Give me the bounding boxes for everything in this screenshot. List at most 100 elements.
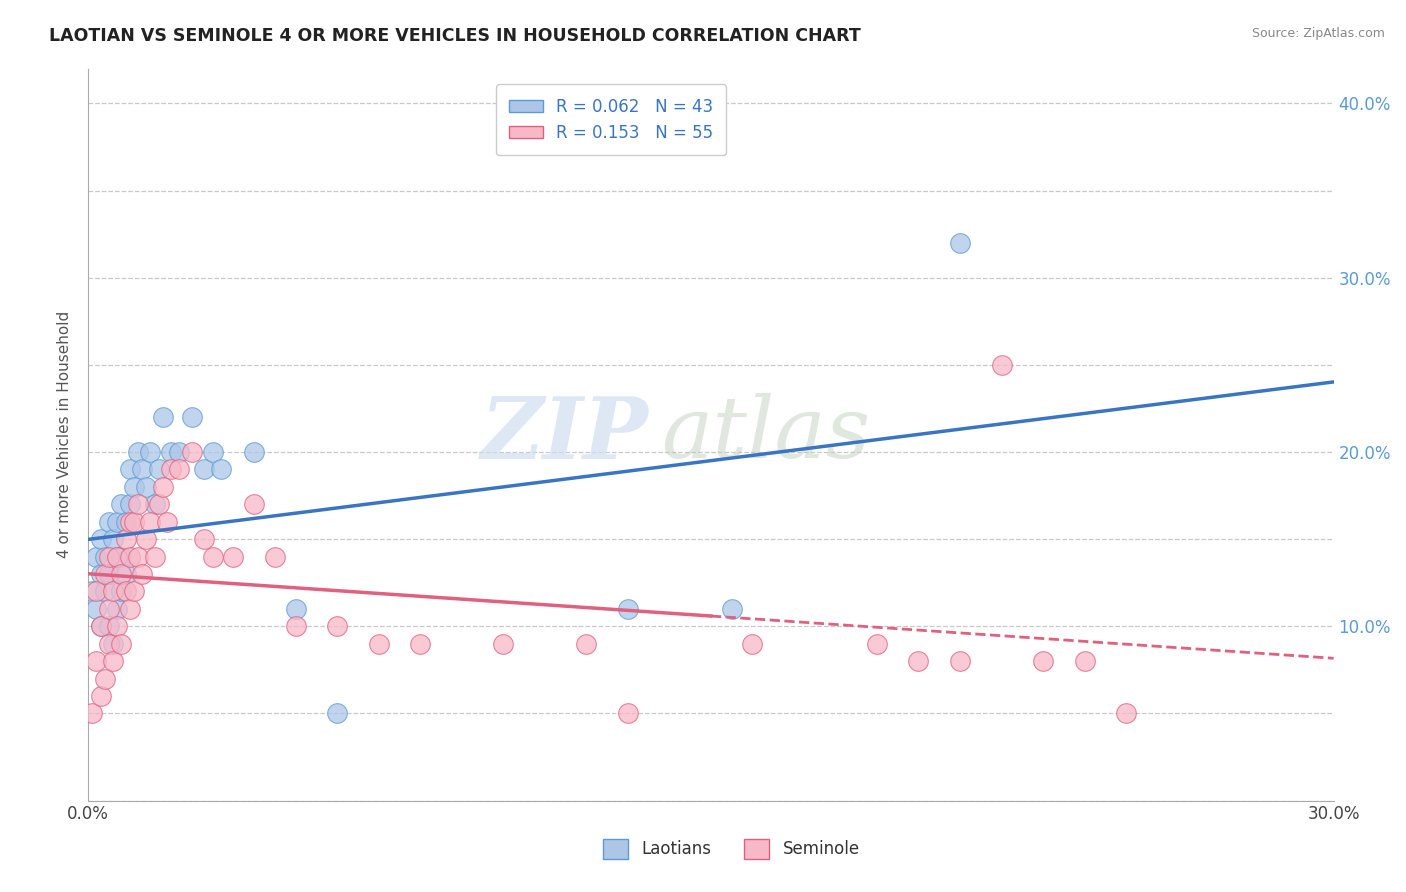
Point [148, 497, 170, 511]
Point [575, 637, 598, 651]
Point [122, 584, 145, 599]
Point [152, 410, 174, 425]
Point [105, 602, 128, 616]
Point [131, 567, 153, 582]
Point [209, 462, 232, 476]
Point [90, 619, 112, 633]
Point [118, 549, 141, 564]
Point [193, 462, 215, 476]
Point [101, 532, 124, 546]
Point [367, 637, 389, 651]
Point [135, 532, 157, 546]
Point [97, 515, 120, 529]
Point [135, 480, 157, 494]
Point [94, 567, 117, 582]
Point [114, 584, 136, 599]
Point [143, 549, 166, 564]
Point [143, 497, 166, 511]
Point [110, 637, 132, 651]
Point [97, 619, 120, 633]
Point [156, 515, 179, 529]
Point [264, 549, 287, 564]
Point [114, 532, 136, 546]
Point [169, 462, 191, 476]
Point [97, 637, 120, 651]
Point [326, 619, 349, 633]
Point [118, 462, 141, 476]
Point [82, 706, 104, 721]
Point [114, 567, 136, 582]
Point [118, 497, 141, 511]
Point [492, 637, 515, 651]
Point [284, 619, 307, 633]
Point [949, 654, 972, 668]
Point [105, 549, 128, 564]
Point [949, 235, 972, 250]
Point [105, 515, 128, 529]
Point [101, 584, 124, 599]
Point [86, 584, 108, 599]
Point [122, 480, 145, 494]
Point [160, 445, 183, 459]
Point [866, 637, 889, 651]
Point [97, 567, 120, 582]
Point [409, 637, 432, 651]
Point [201, 549, 224, 564]
Text: atlas: atlas [661, 393, 870, 476]
Point [181, 410, 204, 425]
Point [907, 654, 929, 668]
Point [169, 445, 191, 459]
Point [243, 445, 266, 459]
Point [110, 584, 132, 599]
Point [326, 706, 349, 721]
Legend: Laotians, Seminole: Laotians, Seminole [596, 832, 866, 866]
Text: ZIP: ZIP [481, 392, 648, 476]
Point [193, 532, 215, 546]
Point [720, 602, 742, 616]
Point [160, 462, 183, 476]
Point [127, 445, 149, 459]
Point [118, 602, 141, 616]
Point [1073, 654, 1095, 668]
Point [97, 602, 120, 616]
Y-axis label: 4 or more Vehicles in Household: 4 or more Vehicles in Household [58, 311, 72, 558]
Point [741, 637, 763, 651]
Point [152, 480, 174, 494]
Point [90, 619, 112, 633]
Point [97, 549, 120, 564]
Point [110, 497, 132, 511]
Point [94, 584, 117, 599]
Point [118, 515, 141, 529]
Point [86, 654, 108, 668]
Point [1032, 654, 1054, 668]
Point [617, 602, 640, 616]
Point [94, 672, 117, 686]
Point [131, 462, 153, 476]
Point [122, 515, 145, 529]
Point [139, 445, 162, 459]
Point [105, 619, 128, 633]
Point [86, 602, 108, 616]
Point [101, 654, 124, 668]
Point [1115, 706, 1137, 721]
Point [127, 549, 149, 564]
Point [127, 497, 149, 511]
Point [86, 549, 108, 564]
Point [617, 706, 640, 721]
Text: LAOTIAN VS SEMINOLE 4 OR MORE VEHICLES IN HOUSEHOLD CORRELATION CHART: LAOTIAN VS SEMINOLE 4 OR MORE VEHICLES I… [49, 27, 860, 45]
Point [90, 689, 112, 703]
Point [90, 532, 112, 546]
Point [110, 567, 132, 582]
Text: Source: ZipAtlas.com: Source: ZipAtlas.com [1251, 27, 1385, 40]
Legend: R = 0.062   N = 43, R = 0.153   N = 55: R = 0.062 N = 43, R = 0.153 N = 55 [496, 84, 727, 155]
Point [148, 462, 170, 476]
Point [105, 549, 128, 564]
Point [139, 515, 162, 529]
Point [90, 567, 112, 582]
Point [101, 637, 124, 651]
Point [181, 445, 204, 459]
Point [990, 358, 1012, 372]
Point [82, 584, 104, 599]
Point [110, 549, 132, 564]
Point [284, 602, 307, 616]
